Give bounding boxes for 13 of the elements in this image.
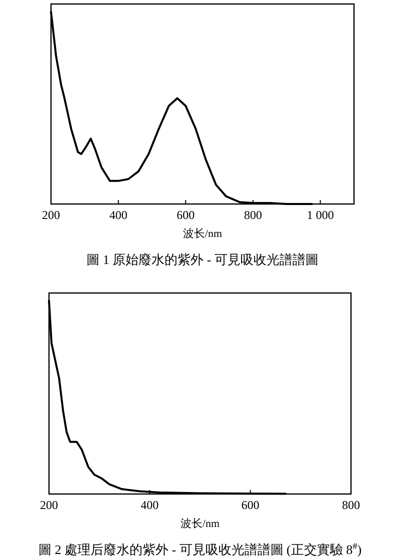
x-axis-title: 波长/nm [182,227,222,240]
x-tick-label: 600 [176,208,195,222]
x-tick-label: 400 [140,498,159,512]
text: 圖 2 處理后廢水的紫外 - 可見吸收光譜譜圖 (正交實驗 8$^{#}$) [38,541,362,557]
text: 圖 1 原始廢水的紫外 - 可見吸收光譜譜圖 [86,252,318,267]
x-tick-label: 200 [42,208,60,222]
x-axis-title: 波长/nm [180,517,220,530]
x-tick-label: 200 [40,498,58,512]
x-tick-label: 1 000 [306,208,334,222]
x-tick-label: 600 [241,498,260,512]
x-tick-label: 400 [109,208,128,222]
x-tick-label: 800 [244,208,262,222]
x-tick-label: 800 [342,498,360,512]
